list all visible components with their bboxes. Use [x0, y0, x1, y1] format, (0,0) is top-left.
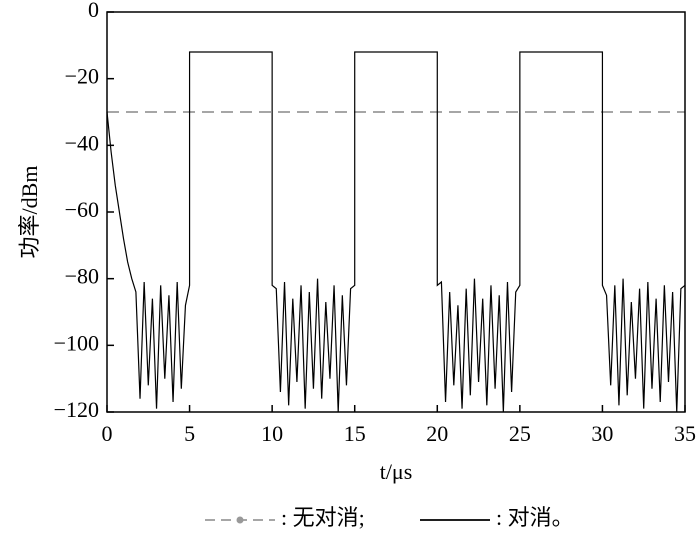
y-axis-label: 功率/dBm: [17, 166, 42, 259]
x-tick-label: 0: [102, 421, 113, 446]
x-tick-label: 10: [261, 421, 283, 446]
legend-marker: [236, 516, 244, 524]
x-tick-label: 20: [426, 421, 448, 446]
y-tick-label: −20: [65, 64, 99, 89]
legend-label: : 对消。: [496, 505, 574, 530]
x-tick-label: 5: [184, 421, 195, 446]
x-tick-label: 30: [591, 421, 613, 446]
x-axis-label: t/μs: [380, 459, 413, 484]
y-tick-label: −40: [65, 130, 99, 155]
x-tick-label: 35: [674, 421, 696, 446]
y-tick-label: −60: [65, 197, 99, 222]
series-line: [106, 51, 686, 413]
y-tick-label: −100: [54, 330, 99, 355]
x-tick-label: 25: [509, 421, 531, 446]
plot-frame: [106, 11, 686, 413]
x-tick-label: 15: [344, 421, 366, 446]
legend-label: : 无对消;: [281, 505, 365, 530]
y-tick-label: 0: [88, 0, 99, 22]
y-tick-label: −80: [65, 264, 99, 289]
y-tick-label: −120: [54, 397, 99, 422]
